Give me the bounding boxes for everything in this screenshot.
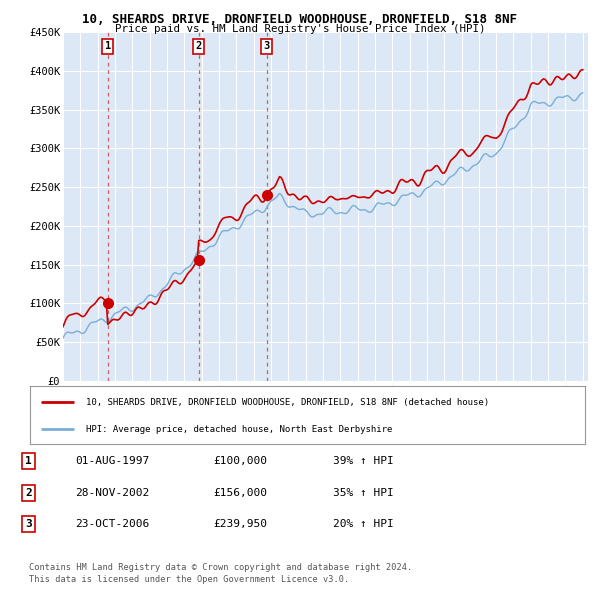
Text: Contains HM Land Registry data © Crown copyright and database right 2024.: Contains HM Land Registry data © Crown c… xyxy=(29,563,412,572)
Text: 1: 1 xyxy=(25,457,32,466)
Text: 2: 2 xyxy=(196,41,202,51)
Text: 39% ↑ HPI: 39% ↑ HPI xyxy=(333,457,394,466)
Text: £239,950: £239,950 xyxy=(213,519,267,529)
Text: HPI: Average price, detached house, North East Derbyshire: HPI: Average price, detached house, Nort… xyxy=(86,425,392,434)
Text: £156,000: £156,000 xyxy=(213,488,267,497)
Text: Price paid vs. HM Land Registry's House Price Index (HPI): Price paid vs. HM Land Registry's House … xyxy=(115,24,485,34)
Text: 01-AUG-1997: 01-AUG-1997 xyxy=(75,457,149,466)
Text: 2: 2 xyxy=(25,488,32,497)
Text: 3: 3 xyxy=(25,519,32,529)
Text: This data is licensed under the Open Government Licence v3.0.: This data is licensed under the Open Gov… xyxy=(29,575,349,584)
Text: 23-OCT-2006: 23-OCT-2006 xyxy=(75,519,149,529)
Text: 20% ↑ HPI: 20% ↑ HPI xyxy=(333,519,394,529)
Text: 28-NOV-2002: 28-NOV-2002 xyxy=(75,488,149,497)
Text: 3: 3 xyxy=(263,41,270,51)
Text: 10, SHEARDS DRIVE, DRONFIELD WOODHOUSE, DRONFIELD, S18 8NF: 10, SHEARDS DRIVE, DRONFIELD WOODHOUSE, … xyxy=(83,13,517,26)
Text: 1: 1 xyxy=(104,41,111,51)
Text: 10, SHEARDS DRIVE, DRONFIELD WOODHOUSE, DRONFIELD, S18 8NF (detached house): 10, SHEARDS DRIVE, DRONFIELD WOODHOUSE, … xyxy=(86,398,488,407)
Text: £100,000: £100,000 xyxy=(213,457,267,466)
Text: 35% ↑ HPI: 35% ↑ HPI xyxy=(333,488,394,497)
